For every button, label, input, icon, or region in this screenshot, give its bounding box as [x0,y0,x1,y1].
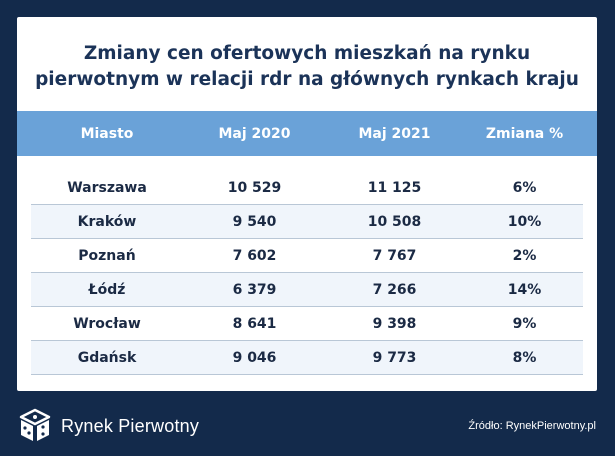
cube-logo-icon [19,408,51,441]
city-cell: Kraków [77,213,137,230]
city-cell: Łódź [88,281,126,298]
change-cell: 6% [512,179,537,196]
city-cell: Gdańsk [77,349,137,366]
change-cell: 8% [512,349,537,366]
source-note: Źródło: RynekPierwotny.pl [468,420,596,432]
may-2021-cell: 11 125 [367,179,422,196]
title-line-1: Zmiany cen ofertowych mieszkań na rynku [83,43,531,64]
may-2020-cell: 10 529 [227,179,282,196]
page-title: Zmiany cen ofertowych mieszkań na rynku … [17,41,597,93]
city-cell: Wrocław [73,315,141,332]
may-2021-cell: 9 773 [372,349,417,366]
may-2020-cell: 9 046 [232,349,277,366]
table-row: Poznań 7 602 7 767 2% [31,239,583,273]
brand-logo: Rynek Pierwotny [18,408,199,444]
column-header-change: Zmiana % [485,125,564,142]
table-row: Gdańsk 9 046 9 773 8% [31,341,583,375]
city-cell: Warszawa [67,179,147,196]
title-line-2: pierwotnym w relacji rdr na głównych ryn… [35,69,579,90]
change-cell: 2% [512,247,537,264]
table-card: Zmiany cen ofertowych mieszkań na rynku … [17,17,597,391]
may-2021-cell: 9 398 [372,315,417,332]
may-2020-cell: 7 602 [232,247,277,264]
column-header-may-2021: Maj 2021 [358,125,431,142]
may-2021-cell: 10 508 [367,213,422,230]
may-2020-cell: 6 379 [232,281,277,298]
change-cell: 10% [507,213,542,230]
table-row: Warszawa 10 529 11 125 6% [31,171,583,205]
change-cell: 14% [507,281,542,298]
may-2021-cell: 7 266 [372,281,417,298]
may-2020-cell: 9 540 [232,213,277,230]
city-cell: Poznań [78,247,136,264]
change-cell: 9% [512,315,537,332]
column-header-may-2020: Maj 2020 [218,125,291,142]
may-2021-cell: 7 767 [372,247,417,264]
table-row: Łódź 6 379 7 266 14% [31,273,583,307]
table-row: Kraków 9 540 10 508 10% [31,205,583,239]
table-header: Miasto Maj 2020 Maj 2021 Zmiana % [17,111,597,156]
table-row: Wrocław 8 641 9 398 9% [31,307,583,341]
column-header-city: Miasto [80,125,134,142]
may-2020-cell: 8 641 [232,315,277,332]
brand-name: Rynek Pierwotny [61,415,200,436]
